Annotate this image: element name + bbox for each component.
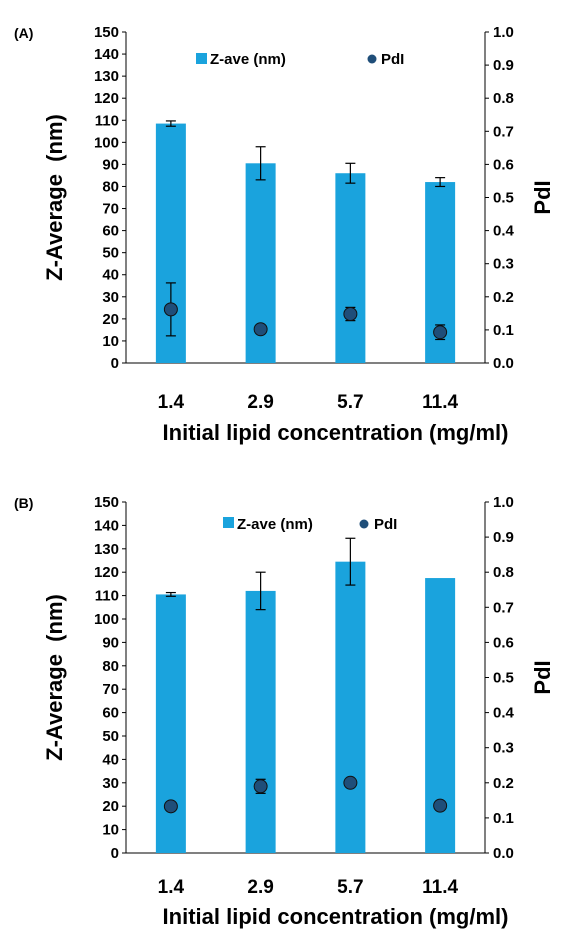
x-tick-label: 5.7 (337, 392, 363, 413)
y-tick-label: 60 (102, 705, 119, 722)
legend-entry: PdI (381, 51, 404, 68)
y2-tick-label: 0.1 (493, 322, 514, 339)
y-tick-label: 130 (94, 68, 119, 85)
y-tick-label: 20 (102, 798, 119, 815)
panel-label: (B) (14, 495, 33, 511)
y-tick-label: 120 (94, 90, 119, 107)
y2-tick-label: 1.0 (493, 494, 514, 511)
y-tick-label: 100 (94, 611, 119, 628)
pdi-point (253, 322, 268, 337)
legend: Z-ave (nm) PdI (223, 516, 397, 533)
y-tick-label: 30 (102, 289, 119, 306)
y2-axis-label: PdI (530, 660, 555, 694)
legend-entry: PdI (374, 516, 397, 533)
y-tick-label: 0 (111, 355, 119, 372)
y2-tick-label: 0.1 (493, 810, 514, 827)
bar (155, 594, 186, 853)
y2-tick-label: 0.9 (493, 57, 514, 74)
chart-panel-a: (A) 0 10 20 30 40 50 60 70 80 90 100 110 120 130 140 150… (14, 24, 555, 445)
pdi-point (253, 779, 268, 794)
y-tick-label: 30 (102, 775, 119, 792)
y-tick-label: 120 (94, 564, 119, 581)
pdi-point (163, 302, 178, 317)
y-tick-label: 110 (95, 112, 119, 129)
legend: Z-ave (nm) PdI (196, 51, 404, 68)
legend-entry: Z-ave (nm) (210, 51, 286, 68)
y-tick-label: 140 (94, 517, 119, 534)
x-tick-label: 2.9 (247, 392, 273, 413)
bar (335, 561, 366, 853)
bar (245, 590, 276, 853)
pdi-point (433, 325, 448, 340)
y-tick-label: 50 (102, 728, 119, 745)
y-tick-label: 150 (94, 494, 119, 511)
y2-tick-label: 0.5 (493, 670, 514, 687)
panel-label: (A) (14, 25, 33, 41)
y-tick-label: 70 (102, 201, 119, 218)
y2-tick-label: 0.0 (493, 355, 514, 372)
y2-tick-label: 0.5 (493, 190, 514, 207)
pdi-point (433, 798, 448, 813)
legend-bar-swatch (223, 517, 234, 528)
y-tick-label: 10 (102, 333, 119, 350)
x-tick-label: 1.4 (158, 877, 185, 898)
y-tick-label: 150 (94, 24, 119, 41)
y2-tick-label: 0.2 (493, 289, 514, 306)
y-tick-label: 60 (102, 223, 119, 240)
y2-tick-label: 0.9 (493, 529, 514, 546)
legend-bar-swatch (196, 53, 207, 64)
y-tick-label: 10 (102, 822, 119, 839)
y-tick-label: 90 (102, 634, 119, 651)
y2-tick-label: 0.7 (493, 599, 514, 616)
y2-axis-label: PdI (530, 180, 555, 214)
y-tick-label: 40 (102, 751, 119, 768)
x-tick-label: 1.4 (158, 392, 185, 413)
y-tick-label: 110 (95, 588, 119, 605)
y2-tick-label: 0.3 (493, 740, 514, 757)
y2-tick-label: 0.0 (493, 845, 514, 862)
y2-tick-label: 0.4 (493, 223, 515, 240)
y-tick-label: 50 (102, 245, 119, 262)
y2-tick-label: 0.7 (493, 123, 514, 140)
x-tick-label: 11.4 (422, 392, 458, 413)
y-tick-label: 100 (94, 134, 119, 151)
x-tick-label: 2.9 (247, 877, 273, 898)
y2-tick-label: 0.6 (493, 156, 514, 173)
pdi-point (343, 775, 358, 790)
y2-tick-label: 0.3 (493, 256, 514, 273)
x-tick-label: 11.4 (422, 877, 458, 898)
pdi-point (163, 799, 178, 814)
x-axis-label: Initial lipid concentration (mg/ml) (163, 904, 509, 929)
pdi-point (343, 307, 358, 322)
x-axis-label: Initial lipid concentration (mg/ml) (163, 420, 509, 445)
y-tick-label: 20 (102, 311, 119, 328)
y2-tick-label: 0.8 (493, 90, 514, 107)
y-tick-label: 90 (102, 156, 119, 173)
x-tick-label: 5.7 (337, 877, 363, 898)
y-tick-label: 140 (94, 46, 119, 63)
y2-tick-label: 0.6 (493, 634, 514, 651)
legend-point-swatch (359, 519, 369, 529)
bar (335, 173, 366, 363)
y-tick-label: 130 (94, 541, 119, 558)
y2-tick-label: 0.8 (493, 564, 514, 581)
y-axis-label: Z-Average (nm) (42, 114, 67, 281)
y-tick-label: 70 (102, 681, 119, 698)
legend-point-swatch (367, 54, 377, 64)
y-axis-label: Z-Average (nm) (42, 594, 67, 761)
y-tick-label: 80 (102, 658, 119, 675)
y-tick-label: 40 (102, 267, 119, 284)
chart-panel-b: (B) 0 10 20 30 40 50 60 70 80 90 100 110 120 130 140 150… (14, 494, 555, 929)
y2-tick-label: 0.4 (493, 705, 515, 722)
y-tick-label: 80 (102, 178, 119, 195)
y-tick-label: 0 (111, 845, 119, 862)
y2-tick-label: 0.2 (493, 775, 514, 792)
y2-tick-label: 1.0 (493, 24, 514, 41)
legend-entry: Z-ave (nm) (237, 516, 313, 533)
